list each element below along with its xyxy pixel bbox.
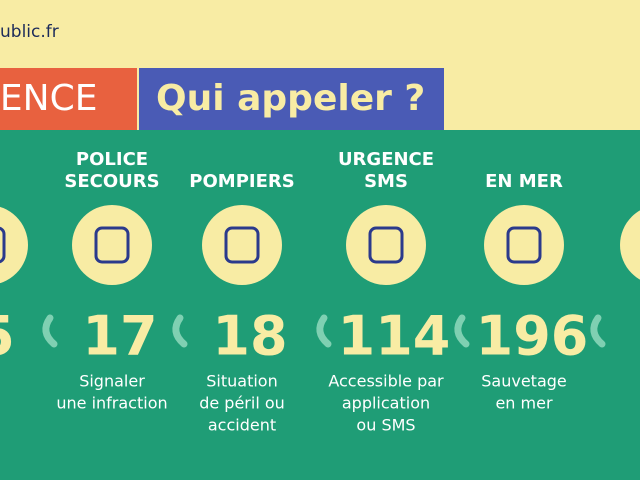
icon bbox=[224, 226, 260, 264]
badge-box bbox=[0, 68, 137, 130]
description: application bbox=[342, 394, 430, 413]
description: Situation bbox=[206, 372, 277, 391]
icon-circle bbox=[72, 205, 152, 285]
title: Qui appeler ? bbox=[156, 78, 425, 119]
icon bbox=[0, 226, 6, 264]
icon-circle bbox=[620, 210, 640, 280]
icon bbox=[368, 226, 404, 264]
description: Accessible par bbox=[328, 372, 444, 391]
icon bbox=[506, 226, 542, 264]
icon-circle bbox=[0, 206, 28, 284]
phone-glyph bbox=[316, 314, 332, 348]
icon-circle bbox=[346, 205, 426, 285]
icon bbox=[94, 226, 130, 264]
column-heading: EN MER bbox=[485, 171, 563, 192]
number: 5 bbox=[0, 305, 15, 368]
number: 114 bbox=[338, 305, 451, 368]
column-heading: POMPIERS bbox=[189, 171, 294, 192]
title-box bbox=[139, 68, 444, 130]
green-panel bbox=[0, 130, 640, 480]
phone-glyph bbox=[42, 314, 58, 348]
description: une infraction bbox=[56, 394, 167, 413]
column-heading: URGENCE bbox=[338, 149, 434, 170]
description: Sauvetage bbox=[481, 372, 567, 391]
site-url: ublic.fr bbox=[0, 22, 59, 42]
description: ou SMS bbox=[356, 416, 415, 435]
number: 18 bbox=[212, 305, 287, 368]
icon-circle bbox=[484, 205, 564, 285]
number: 17 bbox=[82, 305, 157, 368]
description: accident bbox=[208, 416, 276, 435]
description: Signaler bbox=[79, 372, 145, 391]
column-heading: POLICE bbox=[76, 149, 148, 170]
phone-glyph bbox=[172, 314, 188, 348]
icon-circle bbox=[202, 205, 282, 285]
phone-glyph bbox=[590, 314, 606, 348]
phone-glyph bbox=[454, 314, 470, 348]
column-heading: SECOURS bbox=[64, 171, 159, 192]
description: en mer bbox=[495, 394, 553, 413]
badge-text: GENCE bbox=[0, 78, 97, 119]
columns: U5cealePOLICESECOURS17Signalerune infrac… bbox=[0, 149, 640, 435]
number: 196 bbox=[476, 305, 589, 368]
column-heading: SMS bbox=[364, 171, 408, 192]
description: de péril ou bbox=[199, 394, 285, 413]
